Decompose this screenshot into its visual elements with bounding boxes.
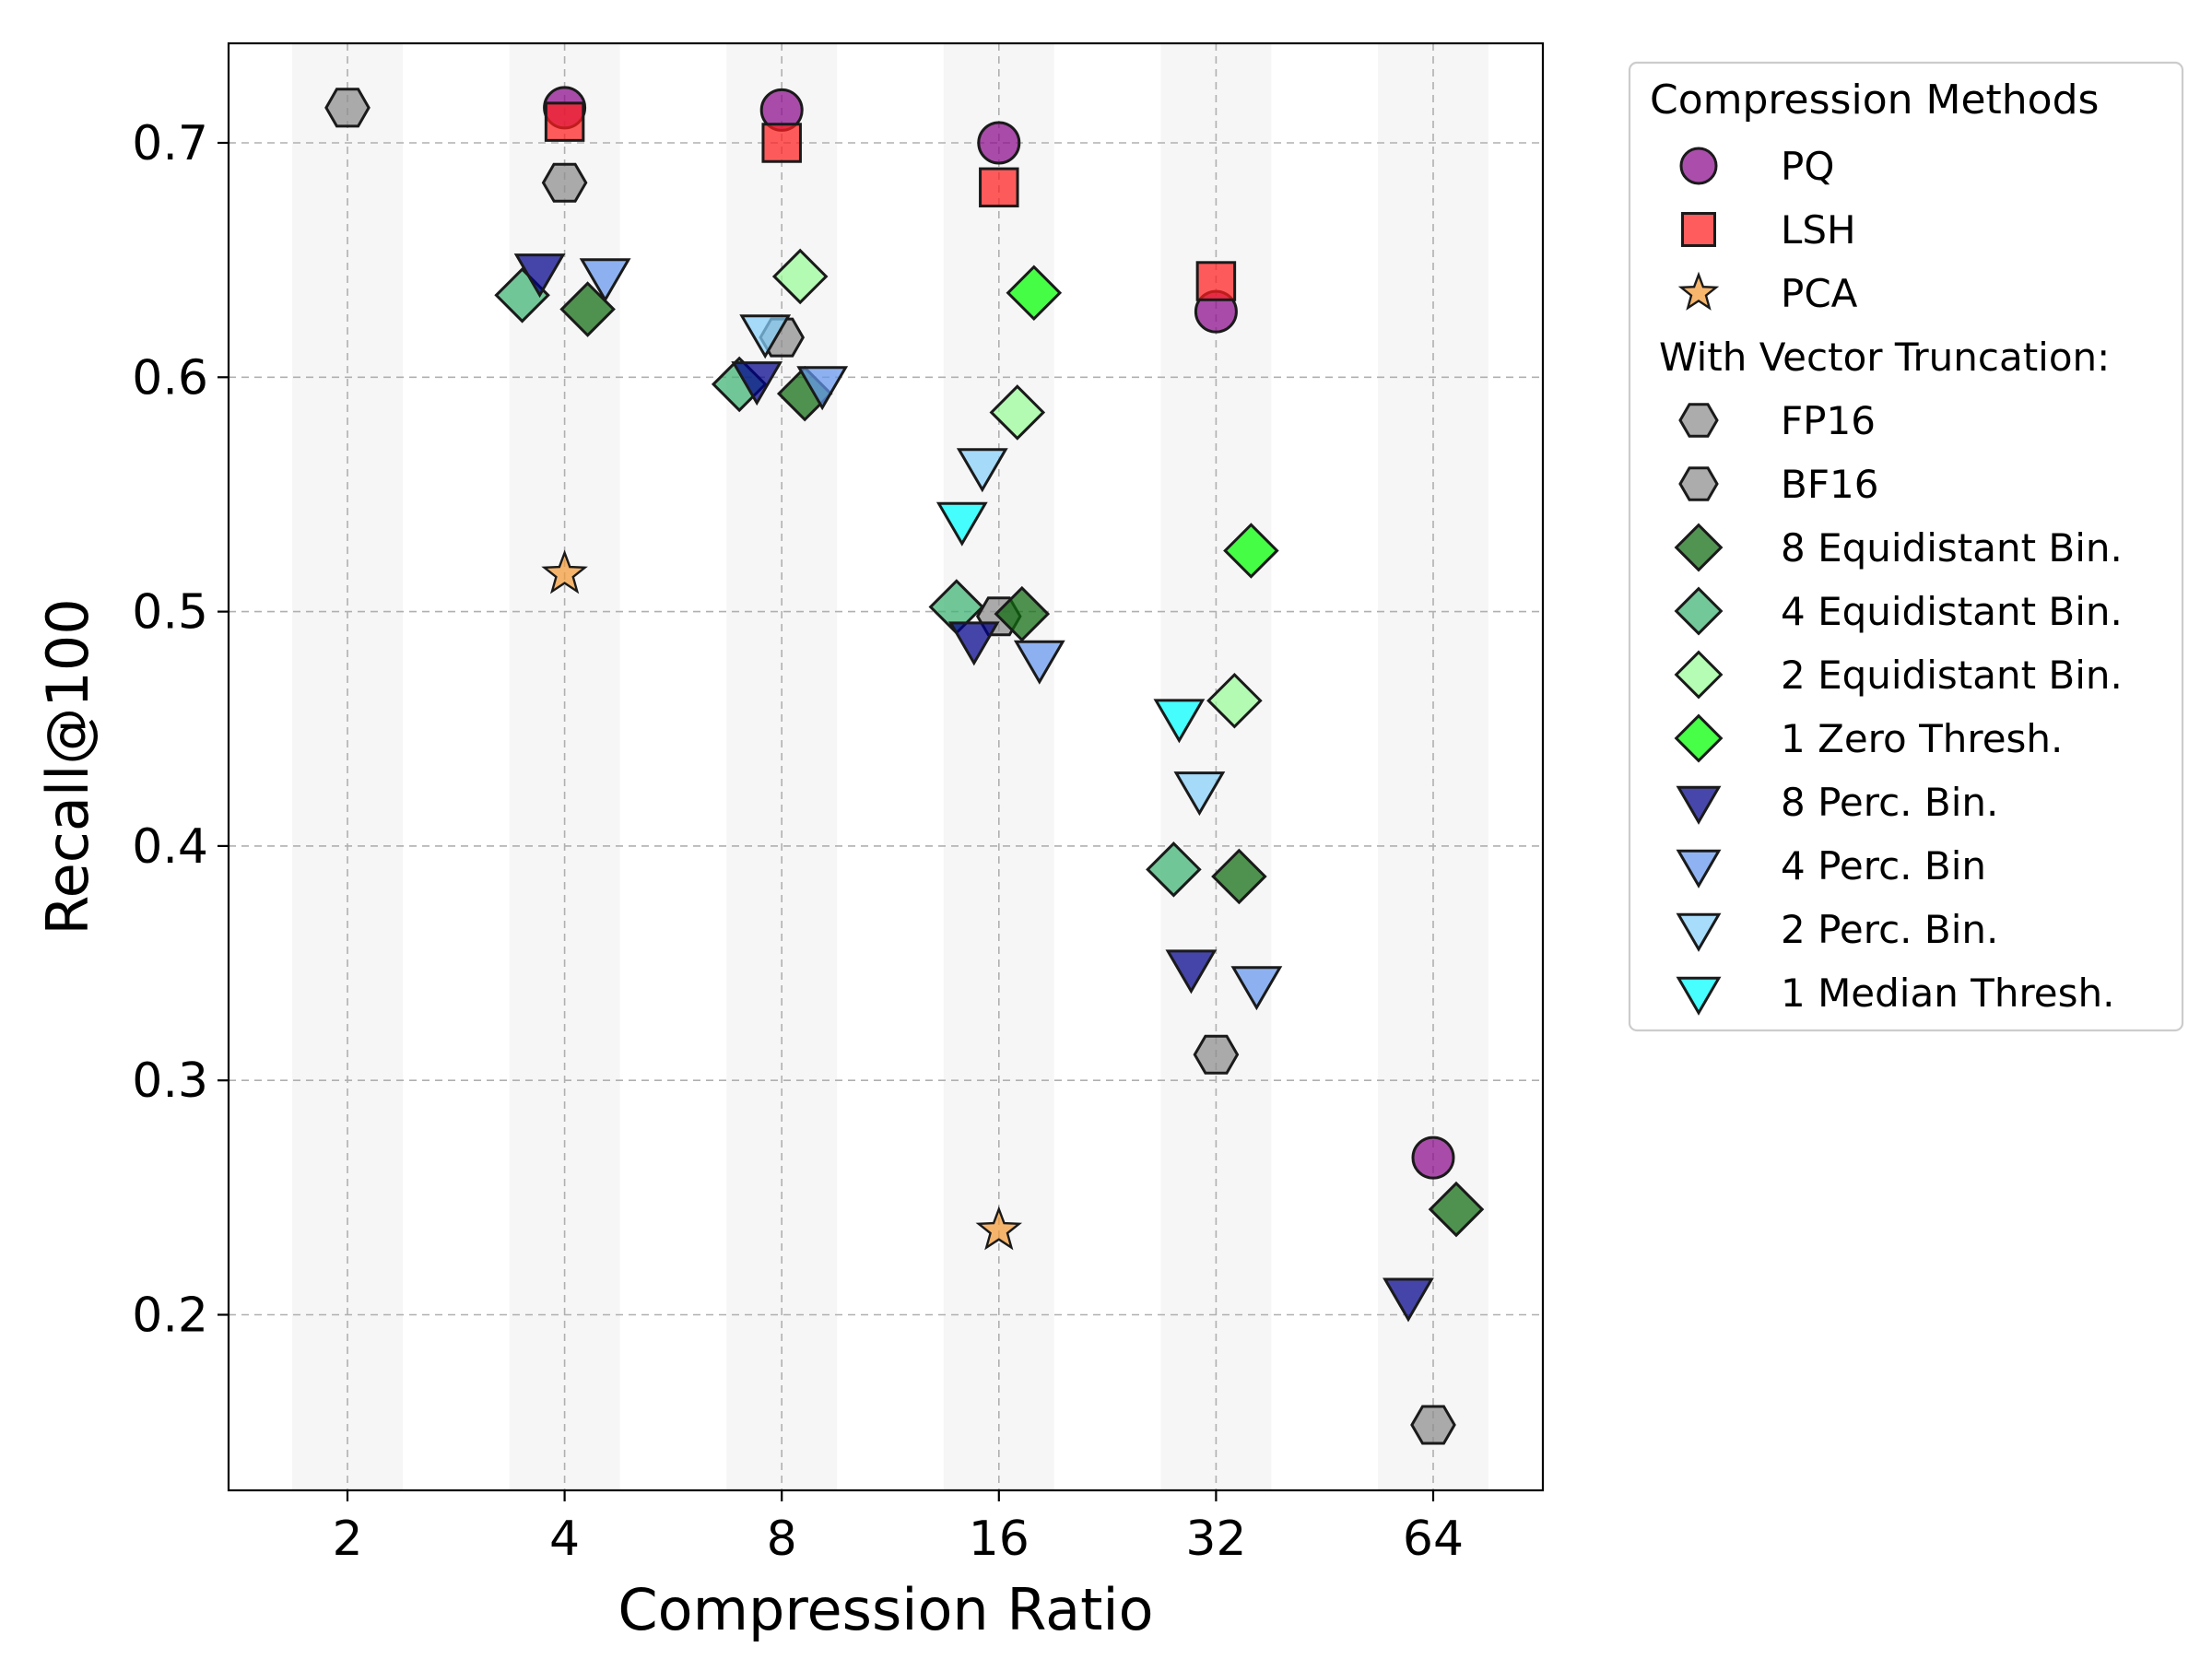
legend-label: PQ: [1781, 144, 1834, 189]
y-tick-label: 0.6: [132, 350, 208, 406]
legend-marker: [1674, 523, 1724, 572]
data-point: [1195, 261, 1237, 301]
legend-marker: [1676, 912, 1722, 952]
plot-frame: [227, 41, 1545, 1492]
data-point: [1211, 848, 1267, 905]
data-point: [1013, 640, 1065, 685]
data-point: [761, 123, 802, 163]
legend-marker: [1679, 147, 1718, 185]
legend-marker: [1678, 403, 1719, 438]
data-point: [975, 1206, 1023, 1251]
legend-marker: [1681, 212, 1716, 247]
legend-label: 4 Equidistant Bin.: [1781, 589, 2123, 634]
data-point: [979, 167, 1019, 208]
data-point: [1410, 1405, 1456, 1445]
data-point: [1165, 949, 1218, 994]
data-point: [1230, 966, 1283, 1011]
data-point: [541, 162, 588, 203]
data-point: [1193, 1034, 1240, 1075]
data-point: [977, 121, 1021, 165]
data-point: [771, 248, 829, 305]
data-point: [935, 501, 988, 547]
data-point: [324, 88, 371, 128]
legend-label: 1 Zero Thresh.: [1781, 716, 2063, 761]
data-point: [994, 585, 1051, 642]
x-tick-label: 16: [969, 1512, 1030, 1567]
legend-label: 4 Perc. Bin: [1781, 843, 1986, 888]
x-tick-label: 32: [1185, 1512, 1246, 1567]
data-point: [541, 549, 588, 594]
legend-marker: [1677, 271, 1720, 311]
y-tick-label: 0.2: [132, 1288, 208, 1344]
data-point: [989, 384, 1046, 441]
legend-marker: [1676, 785, 1722, 825]
data-point: [796, 366, 849, 411]
y-tick-label: 0.7: [132, 116, 208, 171]
data-point: [956, 448, 1008, 493]
data-point: [1382, 1277, 1434, 1323]
legend-label: 8 Equidistant Bin.: [1781, 525, 2123, 571]
y-tick-label: 0.4: [132, 819, 208, 875]
legend-marker: [1674, 586, 1724, 636]
y-axis-label: Recall@100: [34, 598, 101, 935]
data-point: [579, 258, 631, 303]
legend: Compression Methods PQ LSH PCA FP16 BF16 8 Equ…: [1628, 61, 2184, 1032]
legend-label: 2 Perc. Bin.: [1781, 907, 1998, 952]
data-point: [947, 621, 1000, 666]
data-point: [1153, 699, 1206, 744]
legend-label: 8 Perc. Bin.: [1781, 780, 1998, 825]
legend-title: Compression Methods: [1650, 76, 2099, 124]
data-point: [1428, 1181, 1485, 1238]
legend-label: PCA: [1781, 271, 1858, 316]
legend-label: 2 Equidistant Bin.: [1781, 653, 2123, 698]
legend-marker: [1674, 650, 1724, 700]
x-tick-label: 64: [1403, 1512, 1464, 1567]
legend-label: LSH: [1781, 207, 1856, 253]
data-point: [1173, 771, 1226, 817]
x-tick-label: 2: [332, 1512, 362, 1567]
data-point: [1006, 265, 1063, 322]
data-point: [513, 253, 566, 299]
legend-marker: [1674, 713, 1724, 763]
legend-label: FP16: [1781, 398, 1876, 443]
data-point: [739, 314, 792, 359]
legend-marker: [1676, 976, 1722, 1016]
y-tick-label: 0.3: [132, 1053, 208, 1109]
data-point: [1206, 672, 1263, 729]
legend-marker: [1676, 849, 1722, 888]
data-point: [1411, 1135, 1455, 1180]
legend-label: 1 Median Thresh.: [1781, 971, 2115, 1016]
legend-subtitle: With Vector Truncation:: [1659, 335, 2110, 380]
y-tick-label: 0.5: [132, 585, 208, 641]
data-point: [1146, 841, 1202, 898]
x-tick-label: 8: [767, 1512, 797, 1567]
data-point: [731, 361, 783, 406]
data-point: [1223, 523, 1279, 579]
data-point: [544, 101, 585, 142]
legend-label: BF16: [1781, 462, 1878, 507]
legend-box: [1628, 61, 2184, 1032]
legend-marker: [1678, 466, 1719, 501]
x-axis-label: Compression Ratio: [618, 1576, 1153, 1643]
x-tick-label: 4: [549, 1512, 580, 1567]
